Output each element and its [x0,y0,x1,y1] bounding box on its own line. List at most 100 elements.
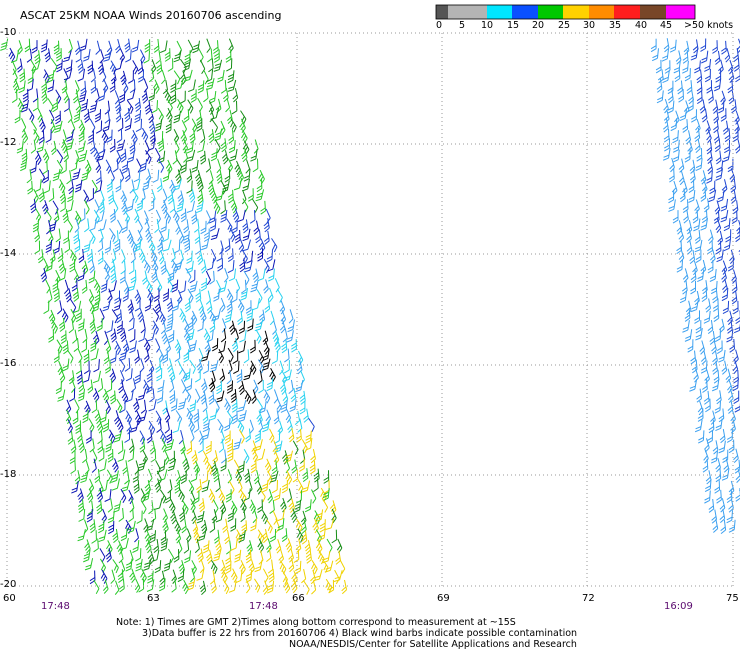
wind-barb [117,440,124,455]
wind-barb [151,100,158,114]
wind-barb [86,488,94,503]
wind-barb [697,269,705,283]
wind-barb [188,417,195,433]
wind-barb [122,288,129,302]
wind-barb [301,480,311,493]
wind-barb [727,79,734,94]
wind-barb [102,388,110,404]
wind-barb [682,119,689,133]
wind-barb [157,239,164,254]
wind-barb [244,468,251,483]
wind-barb [199,580,207,596]
wind-barb [237,310,243,325]
wind-barb [678,170,685,186]
wind-barb [30,160,38,174]
wind-barb [145,538,152,554]
wind-barb [76,428,83,443]
wind-barb [26,169,32,184]
wind-barb [662,148,671,161]
wind-barb [726,319,733,334]
wind-barb [130,238,138,253]
wind-barb [124,118,132,132]
wind-barb [686,80,693,94]
wind-barb [134,370,141,385]
wind-barb [704,478,712,492]
wind-barb [305,549,312,564]
wind-barb [88,188,94,202]
wind-barb [128,318,135,332]
wind-barb [225,550,231,565]
wind-barb [704,369,710,384]
wind-barb [724,139,730,154]
wind-barb [688,190,696,203]
wind-barb [227,439,233,453]
wind-barb [333,570,343,582]
wind-barb [94,88,100,103]
wind-barb [185,267,192,283]
wind-barb [210,148,218,162]
wind-barb [708,419,715,434]
wind-barb [244,390,252,405]
wind-barb [299,401,306,415]
scale-swatch-light [448,5,461,19]
wind-barb [686,240,693,255]
wind-barb [159,570,166,586]
wind-barb [189,269,196,284]
wind-barb [114,290,120,304]
wind-barb [151,268,158,283]
wind-barb [667,89,674,104]
wind-barb [156,418,162,433]
wind-barb [215,509,224,523]
lat-label-14: -14 [0,248,17,259]
wind-barb [209,360,219,373]
wind-barb [218,438,225,453]
wind-barb [171,569,177,584]
wind-barb [237,460,245,474]
wind-barb [125,49,132,63]
wind-barb [22,88,29,103]
wind-barb [670,118,678,132]
wind-barb [66,218,73,233]
wind-barb [331,508,337,524]
wind-barb [160,219,168,233]
wind-barb [208,377,216,393]
wind-barb [319,519,326,533]
wind-barb [179,90,186,105]
wind-barb [242,198,249,213]
wind-barb [224,268,229,283]
wind-barb [250,280,259,293]
wind-barb [262,568,269,583]
wind-barb [14,109,21,124]
wind-barb [92,448,98,464]
wind-barb [181,519,187,534]
wind-barb [712,350,718,366]
wind-barb [717,100,725,114]
wind-barb [186,200,195,213]
wind-barb [124,470,130,485]
wind-barb [113,230,119,245]
wind-barb [189,359,196,374]
wind-barb [280,309,287,325]
wind-barb [127,150,135,163]
wind-barb [245,159,251,174]
wind-barb [154,299,162,315]
wind-barb [232,438,242,451]
wind-barb [703,449,709,464]
wind-barb [267,259,276,272]
wind-barb [224,310,233,324]
wind-barb [278,549,285,564]
wind-barb [286,330,294,343]
wind-barb [701,288,708,303]
wind-barb [55,48,62,62]
wind-barb [295,379,304,393]
wind-barb [311,580,317,595]
wind-barb [245,569,253,583]
wind-barb [317,550,325,565]
wind-barb [687,98,694,113]
wind-barb [161,438,167,453]
wind-barb [186,440,193,455]
wind-barb [189,129,196,144]
lat-label-10: -10 [0,27,17,38]
wind-barb [718,59,724,74]
wind-barb [115,178,122,193]
